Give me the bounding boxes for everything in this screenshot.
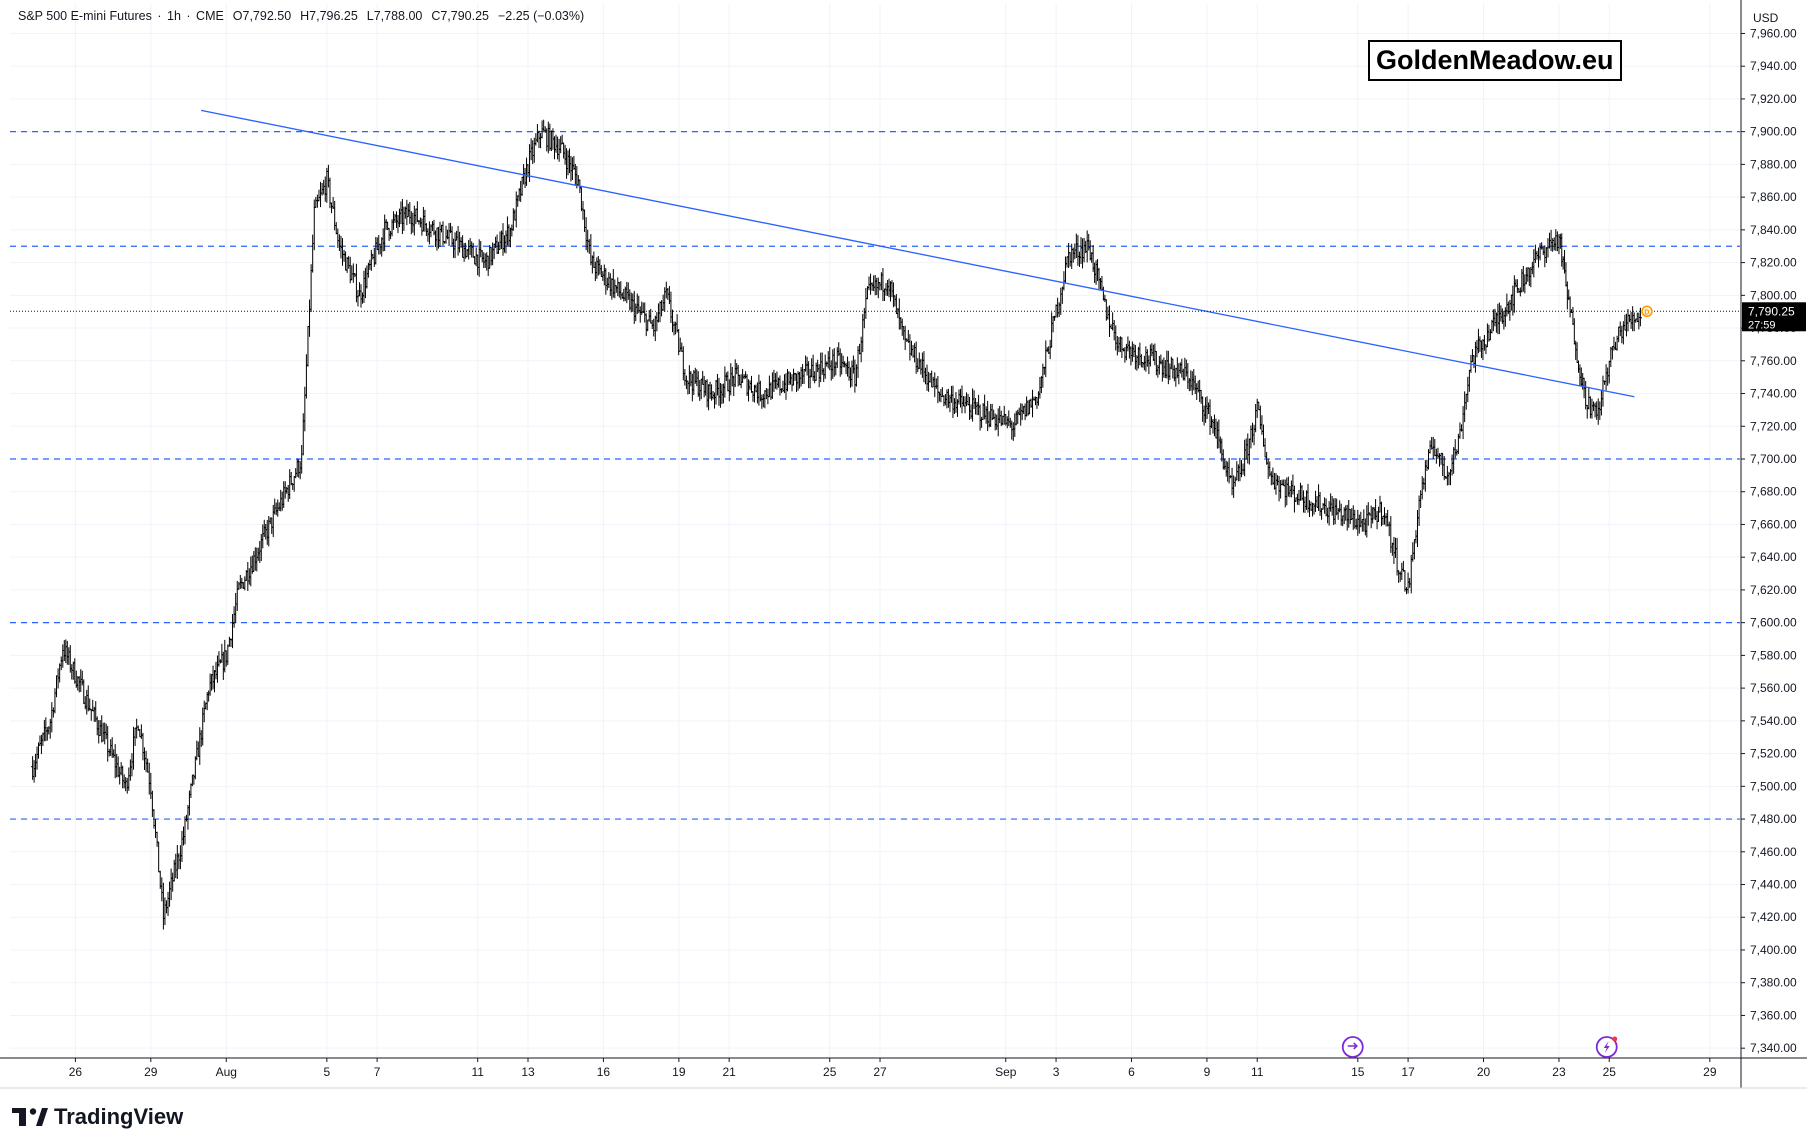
horizontal-levels[interactable]	[10, 131, 1740, 820]
y-tick-label: 7,600.00	[1750, 616, 1797, 630]
y-tick-label: 7,500.00	[1750, 779, 1797, 793]
open-value: O7,792.50	[232, 9, 292, 23]
change-value: −2.25 (−0.03%)	[497, 9, 585, 23]
candles	[31, 119, 1642, 930]
y-tick-label: 7,520.00	[1750, 747, 1797, 761]
y-tick-label: 7,880.00	[1750, 157, 1797, 171]
exchange-label: CME	[196, 9, 224, 23]
x-tick-label: 21	[722, 1065, 736, 1079]
y-tick-label: 7,680.00	[1750, 485, 1797, 499]
axes	[0, 0, 1807, 1089]
event-icons[interactable]: D	[1341, 305, 1653, 1058]
currency-label: USD	[1753, 11, 1779, 25]
x-tick-label: 23	[1552, 1065, 1566, 1079]
y-tick-label: 7,900.00	[1750, 125, 1797, 139]
y-tick-label: 7,740.00	[1750, 387, 1797, 401]
event-notification-dot	[1612, 1036, 1618, 1042]
x-tick-label: 29	[144, 1065, 158, 1079]
y-tick-label: 7,800.00	[1750, 288, 1797, 302]
x-tick-label: 11	[1251, 1065, 1264, 1079]
y-tick-label: 7,940.00	[1750, 59, 1797, 73]
x-tick-label: 27	[873, 1065, 887, 1079]
dividend-marker-icon[interactable]	[1641, 305, 1653, 318]
last-price-badge	[1742, 302, 1806, 332]
x-tick-label: 17	[1401, 1065, 1415, 1079]
x-tick-label: 3	[1053, 1065, 1060, 1079]
watermark-label: GoldenMeadow.eu	[1368, 40, 1622, 81]
x-tick-label: 7	[374, 1065, 381, 1079]
tick-labels: 7,960.00 7,940.00 7,920.00 7,900.00 7,880.00…	[69, 11, 1797, 1079]
y-tick-label: 7,580.00	[1750, 648, 1797, 662]
x-tick-label: 5	[323, 1065, 330, 1079]
x-tick-label: 13	[521, 1065, 535, 1079]
y-tick-label: 7,960.00	[1750, 26, 1797, 40]
y-tick-label: 7,460.00	[1750, 845, 1797, 859]
y-tick-label: 7,480.00	[1750, 812, 1797, 826]
y-tick-label: 7,440.00	[1750, 878, 1797, 892]
x-tick-label: 26	[69, 1065, 83, 1079]
trendline-group[interactable]	[200, 109, 1635, 398]
y-tick-label: 7,360.00	[1750, 1008, 1797, 1022]
event-calendar-icon[interactable]	[1341, 1036, 1364, 1058]
x-tick-label: Sep	[995, 1065, 1017, 1079]
dividend-marker-letter: D	[1644, 309, 1649, 316]
y-tick-label: 7,540.00	[1750, 714, 1797, 728]
x-tick-label: 6	[1128, 1065, 1135, 1079]
y-tick-label: 7,840.00	[1750, 223, 1797, 237]
y-tick-label: 7,340.00	[1750, 1041, 1797, 1055]
x-tick-label: 9	[1204, 1065, 1211, 1079]
low-value: L7,788.00	[366, 9, 423, 23]
countdown-value: 27:59	[1748, 319, 1776, 331]
y-tick-label: 7,420.00	[1750, 910, 1797, 924]
interval-label[interactable]: 1h	[167, 9, 181, 23]
y-tick-label: 7,560.00	[1750, 681, 1797, 695]
y-tick-label: 7,920.00	[1750, 92, 1797, 106]
y-tick-label: 7,660.00	[1750, 517, 1797, 531]
tradingview-logo-icon	[12, 1108, 48, 1126]
high-value: H7,796.25	[300, 9, 358, 23]
y-tick-label: 7,620.00	[1750, 583, 1797, 597]
gridlines	[10, 4, 1740, 1058]
x-tick-label: 15	[1351, 1065, 1365, 1079]
lightning-glyph	[1603, 1041, 1610, 1053]
x-tick-label: 11	[471, 1065, 484, 1079]
brand-name: TradingView	[54, 1104, 184, 1129]
x-tick-label: Aug	[216, 1065, 237, 1079]
y-tick-label: 7,720.00	[1750, 419, 1797, 433]
symbol-name[interactable]: S&P 500 E-mini Futures	[18, 9, 152, 23]
x-tick-label: 20	[1477, 1065, 1491, 1079]
close-value: C7,790.25	[431, 9, 490, 23]
event-arrow-glyph	[1347, 1042, 1358, 1050]
y-tick-label: 7,640.00	[1750, 550, 1797, 564]
x-tick-label: 25	[823, 1065, 837, 1079]
y-tick-label: 7,820.00	[1750, 256, 1797, 270]
x-tick-label: 29	[1703, 1065, 1717, 1079]
x-tick-label: 25	[1603, 1065, 1617, 1079]
y-tick-label: 7,700.00	[1750, 452, 1797, 466]
y-tick-label: 7,380.00	[1750, 976, 1797, 990]
symbol-header[interactable]: S&P 500 E-mini Futures · 1h · CME O7,792…	[18, 9, 585, 23]
x-tick-label: 16	[597, 1065, 611, 1079]
y-tick-label: 7,760.00	[1750, 354, 1797, 368]
last-price-value: 7,790.25	[1748, 304, 1795, 318]
trendline[interactable]	[200, 109, 1635, 398]
tradingview-logo[interactable]: TradingView	[12, 1104, 183, 1130]
x-tick-label: 19	[672, 1065, 686, 1079]
y-tick-label: 7,860.00	[1750, 190, 1797, 204]
y-tick-label: 7,400.00	[1750, 943, 1797, 957]
